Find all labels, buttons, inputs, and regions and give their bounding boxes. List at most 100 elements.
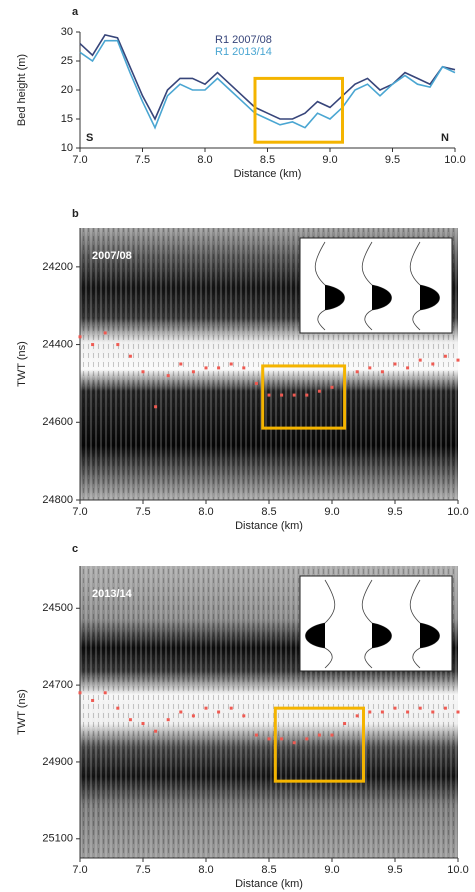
year-label: 2013/14 (92, 588, 133, 600)
pick (179, 710, 183, 714)
pick (280, 393, 284, 397)
wavelet-lobe (372, 285, 392, 310)
x-axis-label: Distance (km) (235, 878, 303, 890)
pick (191, 714, 195, 718)
pick (217, 710, 221, 714)
pick (128, 718, 132, 722)
pick (393, 362, 397, 366)
wavelet-lobe (420, 623, 440, 648)
pick (431, 362, 435, 366)
wavelet-inset (299, 237, 453, 334)
wavelet-lobe (305, 623, 325, 648)
pick (380, 710, 384, 714)
pick (204, 366, 208, 370)
x-tick-label: 10.0 (447, 506, 468, 518)
pick (78, 335, 82, 339)
pick (355, 370, 359, 374)
legend-entry: R1 2007/08 (215, 34, 272, 46)
highlight-box (261, 364, 347, 430)
pick (280, 737, 284, 741)
x-tick-label: 9.5 (387, 864, 402, 876)
pick (317, 389, 321, 393)
x-tick-label: 8.0 (197, 154, 212, 166)
pick (418, 358, 422, 362)
data-line (79, 39, 456, 130)
x-tick-label: 7.0 (72, 506, 87, 518)
highlight-box (273, 706, 365, 783)
x-tick-label: 9.0 (324, 506, 339, 518)
x-tick-label: 9.0 (324, 864, 339, 876)
y-tick-label: 24700 (42, 679, 73, 691)
pick (431, 710, 435, 714)
pick (179, 362, 183, 366)
pick (418, 706, 422, 710)
pick (91, 343, 95, 347)
y-tick-label: 30 (61, 26, 73, 38)
pick (116, 706, 120, 710)
pick (456, 710, 460, 714)
pick (355, 714, 359, 718)
pick (166, 374, 170, 378)
y-tick-label: 10 (61, 142, 73, 154)
x-tick-label: 9.5 (387, 506, 402, 518)
pick (267, 393, 271, 397)
y-tick-label: 24500 (42, 602, 73, 614)
pick (204, 706, 208, 710)
x-tick-label: 10.0 (444, 154, 465, 166)
pick (154, 405, 158, 409)
pick (330, 385, 334, 389)
pick (154, 729, 158, 733)
panel-label: c (72, 543, 78, 555)
pick (292, 393, 296, 397)
y-tick-label: 24400 (42, 338, 73, 350)
pick (217, 366, 221, 370)
pick (229, 706, 233, 710)
y-tick-label: 24800 (42, 494, 73, 506)
pick (443, 706, 447, 710)
y-tick-label: 25100 (42, 833, 73, 845)
y-tick-label: 24200 (42, 261, 73, 273)
x-tick-label: 7.5 (135, 154, 150, 166)
pick (343, 722, 347, 726)
x-tick-label: 7.5 (135, 864, 150, 876)
pick (380, 370, 384, 374)
x-axis-label: Distance (km) (234, 168, 302, 180)
legend-entry: R1 2013/14 (215, 46, 272, 58)
pick (191, 370, 195, 374)
x-tick-label: 8.5 (261, 506, 276, 518)
y-axis-label: TWT (ns) (16, 341, 28, 387)
pick (141, 370, 145, 374)
wavelet-inset (299, 575, 453, 672)
pick (78, 691, 82, 695)
x-axis-label: Distance (km) (235, 520, 303, 532)
y-tick-label: 25 (61, 55, 73, 67)
pick (292, 741, 296, 745)
pick (91, 698, 95, 702)
pick (317, 733, 321, 737)
x-tick-label: 8.0 (198, 864, 213, 876)
wavelet-lobe (420, 285, 440, 310)
y-tick-label: 24900 (42, 756, 73, 768)
pick (242, 366, 246, 370)
annotation: S (86, 132, 93, 144)
x-tick-label: 8.0 (198, 506, 213, 518)
pick (116, 343, 120, 347)
x-tick-label: 8.5 (260, 154, 275, 166)
pick (456, 358, 460, 362)
y-tick-label: 24600 (42, 416, 73, 428)
highlight-box (253, 76, 344, 144)
pick (305, 737, 309, 741)
x-tick-label: 8.5 (261, 864, 276, 876)
y-axis-label: TWT (ns) (16, 689, 28, 735)
year-label: 2007/08 (92, 250, 132, 262)
x-tick-label: 9.0 (322, 154, 337, 166)
wavelet-lobe (325, 285, 345, 310)
pick (443, 354, 447, 358)
y-axis-label: Bed height (m) (16, 54, 28, 126)
pick (103, 331, 107, 335)
y-tick-label: 20 (61, 84, 73, 96)
panel-label: b (72, 208, 79, 220)
pick (141, 722, 145, 726)
